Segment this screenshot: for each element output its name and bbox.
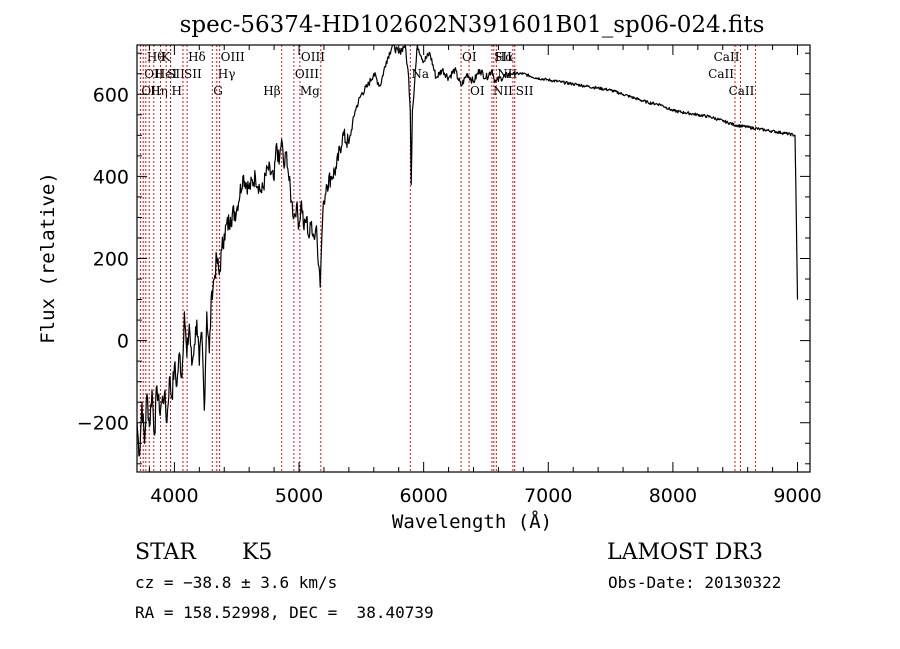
x-tick-label-0: 4000 (150, 485, 198, 507)
emission-line-markers: OIIOIIHθHηHeIKSIIHSIIHδGHγOIIIHβOIIIOIII… (139, 45, 756, 472)
line-label-11: Hγ (218, 67, 236, 81)
line-label-9: Hδ (188, 50, 206, 64)
y-axis-label: Flux (relative) (37, 172, 59, 344)
survey-label: LAMOST DR3 (607, 540, 763, 565)
x-tick-label-1: 5000 (275, 485, 323, 507)
line-label-12: OIII (221, 50, 245, 64)
line-label-10: G (213, 84, 223, 98)
line-label-14: OIII (295, 67, 319, 81)
line-label-27: CaII (729, 84, 755, 98)
line-label-16: Mg (300, 84, 320, 98)
line-label-6: SII (167, 67, 185, 81)
x-tick-label-3: 7000 (524, 485, 572, 507)
coordinates-text: RA = 158.52998, DEC = 38.40739 (135, 603, 434, 622)
y-tick-label-4: 600 (93, 84, 129, 106)
line-label-20: NII (493, 84, 513, 98)
line-label-7: H (172, 84, 182, 98)
obs-date-text: Obs-Date: 20130322 (608, 573, 782, 592)
line-label-25: CaII (708, 67, 734, 81)
y-tick-label-3: 400 (93, 166, 129, 188)
line-label-3: Hη (150, 84, 168, 98)
x-tick-label-2: 6000 (399, 485, 447, 507)
line-label-19: OI (470, 84, 485, 98)
y-tick-label-2: 200 (93, 249, 129, 271)
subclass-label: K5 (242, 540, 273, 565)
x-tick-label-4: 8000 (649, 485, 697, 507)
chart-title: spec-56374-HD102602N391601B01_sp06-024.f… (180, 12, 765, 38)
redshift-text: cz = −38.8 ± 3.6 km/s (135, 573, 338, 592)
axis-ticks: 4000 5000 6000 7000 8000 9000 −200 0 200 400 600 (77, 45, 822, 507)
y-tick-label-1: 0 (117, 331, 129, 353)
line-label-23: SII (494, 50, 512, 64)
line-label-13: Hβ (263, 84, 280, 98)
class-label: STAR (135, 540, 196, 565)
y-tick-label-0: −200 (77, 413, 129, 435)
x-axis-label: Wavelength (Å) (392, 510, 552, 533)
line-label-26: CaII (714, 50, 740, 64)
line-label-17: Na (411, 67, 429, 81)
plot-frame (136, 44, 811, 473)
spectrum-series-line (136, 44, 799, 457)
line-label-21: Hα (495, 50, 514, 64)
line-label-15: OIII (301, 50, 325, 64)
x-tick-label-5: 9000 (773, 485, 821, 507)
line-label-8: SII (184, 67, 202, 81)
line-label-24: SII (516, 84, 534, 98)
